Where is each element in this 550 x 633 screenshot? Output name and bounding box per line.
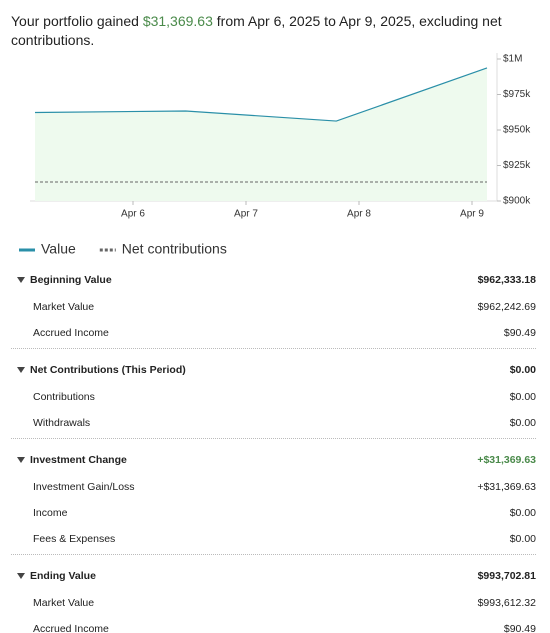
y-tick-label: $925k [503,160,531,171]
item-value: $0.00 [509,533,536,545]
legend-label: Value [41,241,76,257]
section-total: $0.00 [509,364,536,376]
section-title: Ending Value [30,570,96,582]
item-value: $0.00 [509,391,536,403]
section-total: +$31,369.63 [477,454,536,466]
chart: $900k $925k $950k $975k $1M Apr 6 Apr 7 Apr 8 Ap… [19,53,531,257]
line-item: Fees & Expenses $0.00 [11,533,536,545]
collapse-icon[interactable] [17,277,25,283]
line-item: Accrued Income $90.49 [11,327,536,339]
y-tick-label: $1M [503,54,522,65]
item-label: Accrued Income [33,327,109,339]
item-value: $0.00 [509,507,536,519]
item-label: Income [33,507,68,519]
y-tick-label: $975k [503,89,531,100]
divider [11,348,536,349]
x-tick-label: Apr 7 [234,209,258,220]
divider [11,554,536,555]
section-title: Investment Change [30,454,127,466]
item-value: $962,242.69 [477,301,536,313]
value-area [35,67,487,201]
item-label: Investment Gain/Loss [33,481,135,493]
line-item: Income $0.00 [11,507,536,519]
item-label: Withdrawals [33,417,91,429]
legend-label: Net contributions [122,241,227,257]
section-header[interactable]: Beginning Value $962,333.18 [11,274,536,286]
section-total: $962,333.18 [477,274,536,286]
line-item: Withdrawals $0.00 [11,417,536,429]
section-header[interactable]: Investment Change +$31,369.63 [11,454,536,466]
item-label: Market Value [33,301,95,313]
section-title: Net Contributions (This Period) [30,364,186,376]
x-tick-label: Apr 9 [460,209,484,220]
section-header[interactable]: Ending Value $993,702.81 [11,570,536,582]
section-header[interactable]: Net Contributions (This Period) $0.00 [11,364,536,376]
item-value: $993,612.32 [477,597,536,609]
item-label: Accrued Income [33,623,109,633]
section-total: $993,702.81 [477,570,536,582]
collapse-icon[interactable] [17,367,25,373]
line-item: Accrued Income $90.49 [11,623,536,633]
x-tick-label: Apr 8 [347,209,371,220]
collapse-icon[interactable] [17,457,25,463]
y-tick-label: $950k [503,125,531,136]
item-value: $90.49 [503,327,536,339]
line-item: Market Value $962,242.69 [11,301,536,313]
y-tick-label: $900k [503,196,531,207]
summary-prefix: Your portfolio gained [11,13,139,29]
summary-amount: $31,369.63 [142,13,213,29]
section-title: Beginning Value [30,274,112,286]
divider [11,438,536,439]
line-item: Market Value $993,612.32 [11,597,536,609]
item-label: Fees & Expenses [33,533,116,545]
item-label: Contributions [33,391,95,403]
item-value: $90.49 [503,623,536,633]
item-label: Market Value [33,597,95,609]
item-value: $0.00 [509,417,536,429]
value-line [34,67,488,122]
summary-suffix: from Apr 6, 2025 to Apr 9, 2025, excludi… [11,13,502,48]
summary-text: Your portfolio gained $31,369.63 from Ap… [11,12,531,50]
line-item: Contributions $0.00 [11,391,536,403]
collapse-icon[interactable] [17,573,25,579]
line-item: Investment Gain/Loss +$31,369.63 [11,481,536,493]
x-tick-label: Apr 6 [121,209,145,220]
item-value: +$31,369.63 [477,481,536,493]
